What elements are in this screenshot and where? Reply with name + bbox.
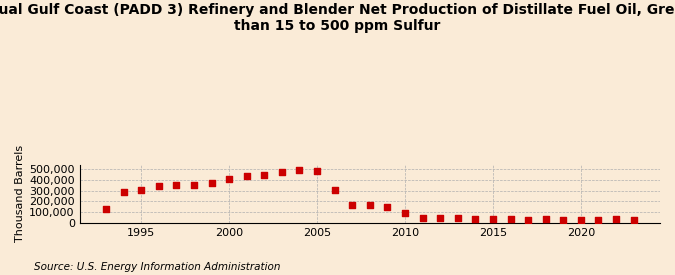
Point: [540, 217, 551, 222]
Point: [452, 216, 463, 220]
Point: [522, 218, 533, 222]
Point: [312, 169, 323, 173]
Y-axis label: Thousand Barrels: Thousand Barrels: [15, 145, 25, 243]
Point: [136, 187, 146, 192]
Point: [347, 203, 358, 207]
Point: [206, 180, 217, 185]
Point: [277, 170, 288, 174]
Point: [558, 218, 568, 223]
Point: [153, 184, 164, 188]
Point: [417, 216, 428, 220]
Point: [593, 218, 604, 222]
Text: Source: U.S. Energy Information Administration: Source: U.S. Energy Information Administ…: [34, 262, 280, 272]
Point: [329, 188, 340, 192]
Point: [118, 189, 129, 194]
Text: Annual Gulf Coast (PADD 3) Refinery and Blender Net Production of Distillate Fue: Annual Gulf Coast (PADD 3) Refinery and …: [0, 3, 675, 33]
Point: [242, 173, 252, 178]
Point: [101, 206, 111, 211]
Point: [382, 205, 393, 209]
Point: [400, 211, 410, 215]
Point: [294, 168, 305, 172]
Point: [364, 203, 375, 207]
Point: [505, 217, 516, 221]
Point: [188, 183, 199, 187]
Point: [435, 216, 446, 220]
Point: [470, 217, 481, 222]
Point: [223, 177, 234, 181]
Point: [171, 183, 182, 188]
Point: [628, 218, 639, 222]
Point: [487, 217, 498, 222]
Point: [259, 173, 270, 177]
Point: [576, 218, 587, 223]
Point: [611, 217, 622, 222]
